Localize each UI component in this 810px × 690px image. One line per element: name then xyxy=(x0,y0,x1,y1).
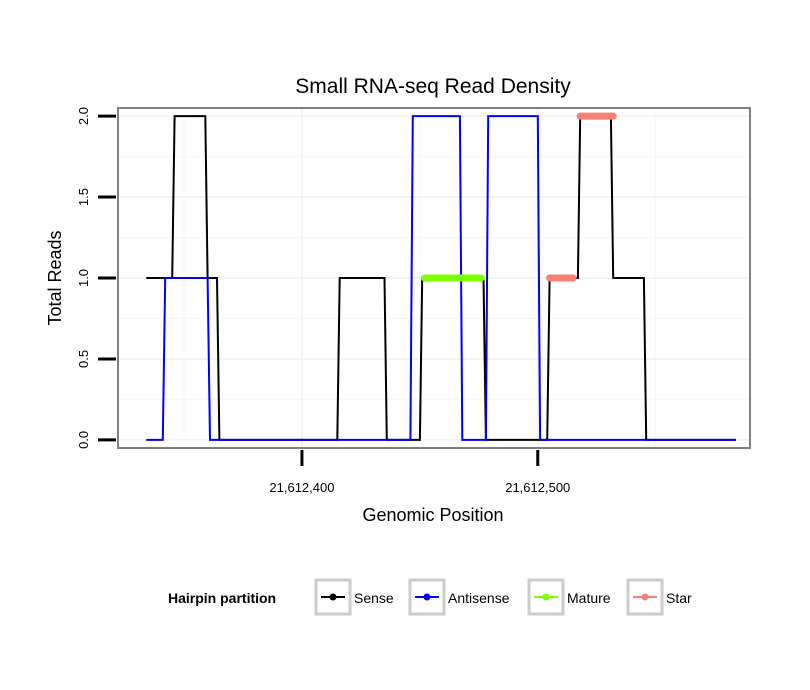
y-tick-label: 0.0 xyxy=(76,431,91,449)
legend-point-mature xyxy=(542,593,550,601)
y-axis-label: Total Reads xyxy=(45,230,65,325)
x-axis-label: Genomic Position xyxy=(362,505,503,525)
chart-title: Small RNA-seq Read Density xyxy=(295,75,571,98)
y-tick-label: 2.0 xyxy=(76,107,91,125)
y-tick-label: 0.5 xyxy=(76,350,91,368)
legend-label-mature: Mature xyxy=(567,590,611,606)
x-tick-label: 21,612,500 xyxy=(505,480,570,495)
y-axis: 0.0 0.5 1.0 1.5 2.0 xyxy=(76,107,116,449)
legend-title: Hairpin partition xyxy=(168,590,276,606)
x-axis: 21,612,400 21,612,500 xyxy=(269,450,570,495)
x-tick-label: 21,612,400 xyxy=(269,480,334,495)
legend-point-star xyxy=(641,593,649,601)
legend-label-sense: Sense xyxy=(354,590,394,606)
y-tick-label: 1.5 xyxy=(76,188,91,206)
legend-point-sense xyxy=(329,593,337,601)
series-line-sense xyxy=(146,115,736,441)
series-layer xyxy=(146,112,736,441)
legend: Hairpin partition Sense Antisense Mature St… xyxy=(168,578,692,616)
legend-label-antisense: Antisense xyxy=(448,590,510,606)
y-tick-label: 1.0 xyxy=(76,269,91,287)
grid xyxy=(118,108,750,448)
legend-label-star: Star xyxy=(666,590,692,606)
plot-border xyxy=(117,107,751,449)
legend-point-antisense xyxy=(423,593,431,601)
